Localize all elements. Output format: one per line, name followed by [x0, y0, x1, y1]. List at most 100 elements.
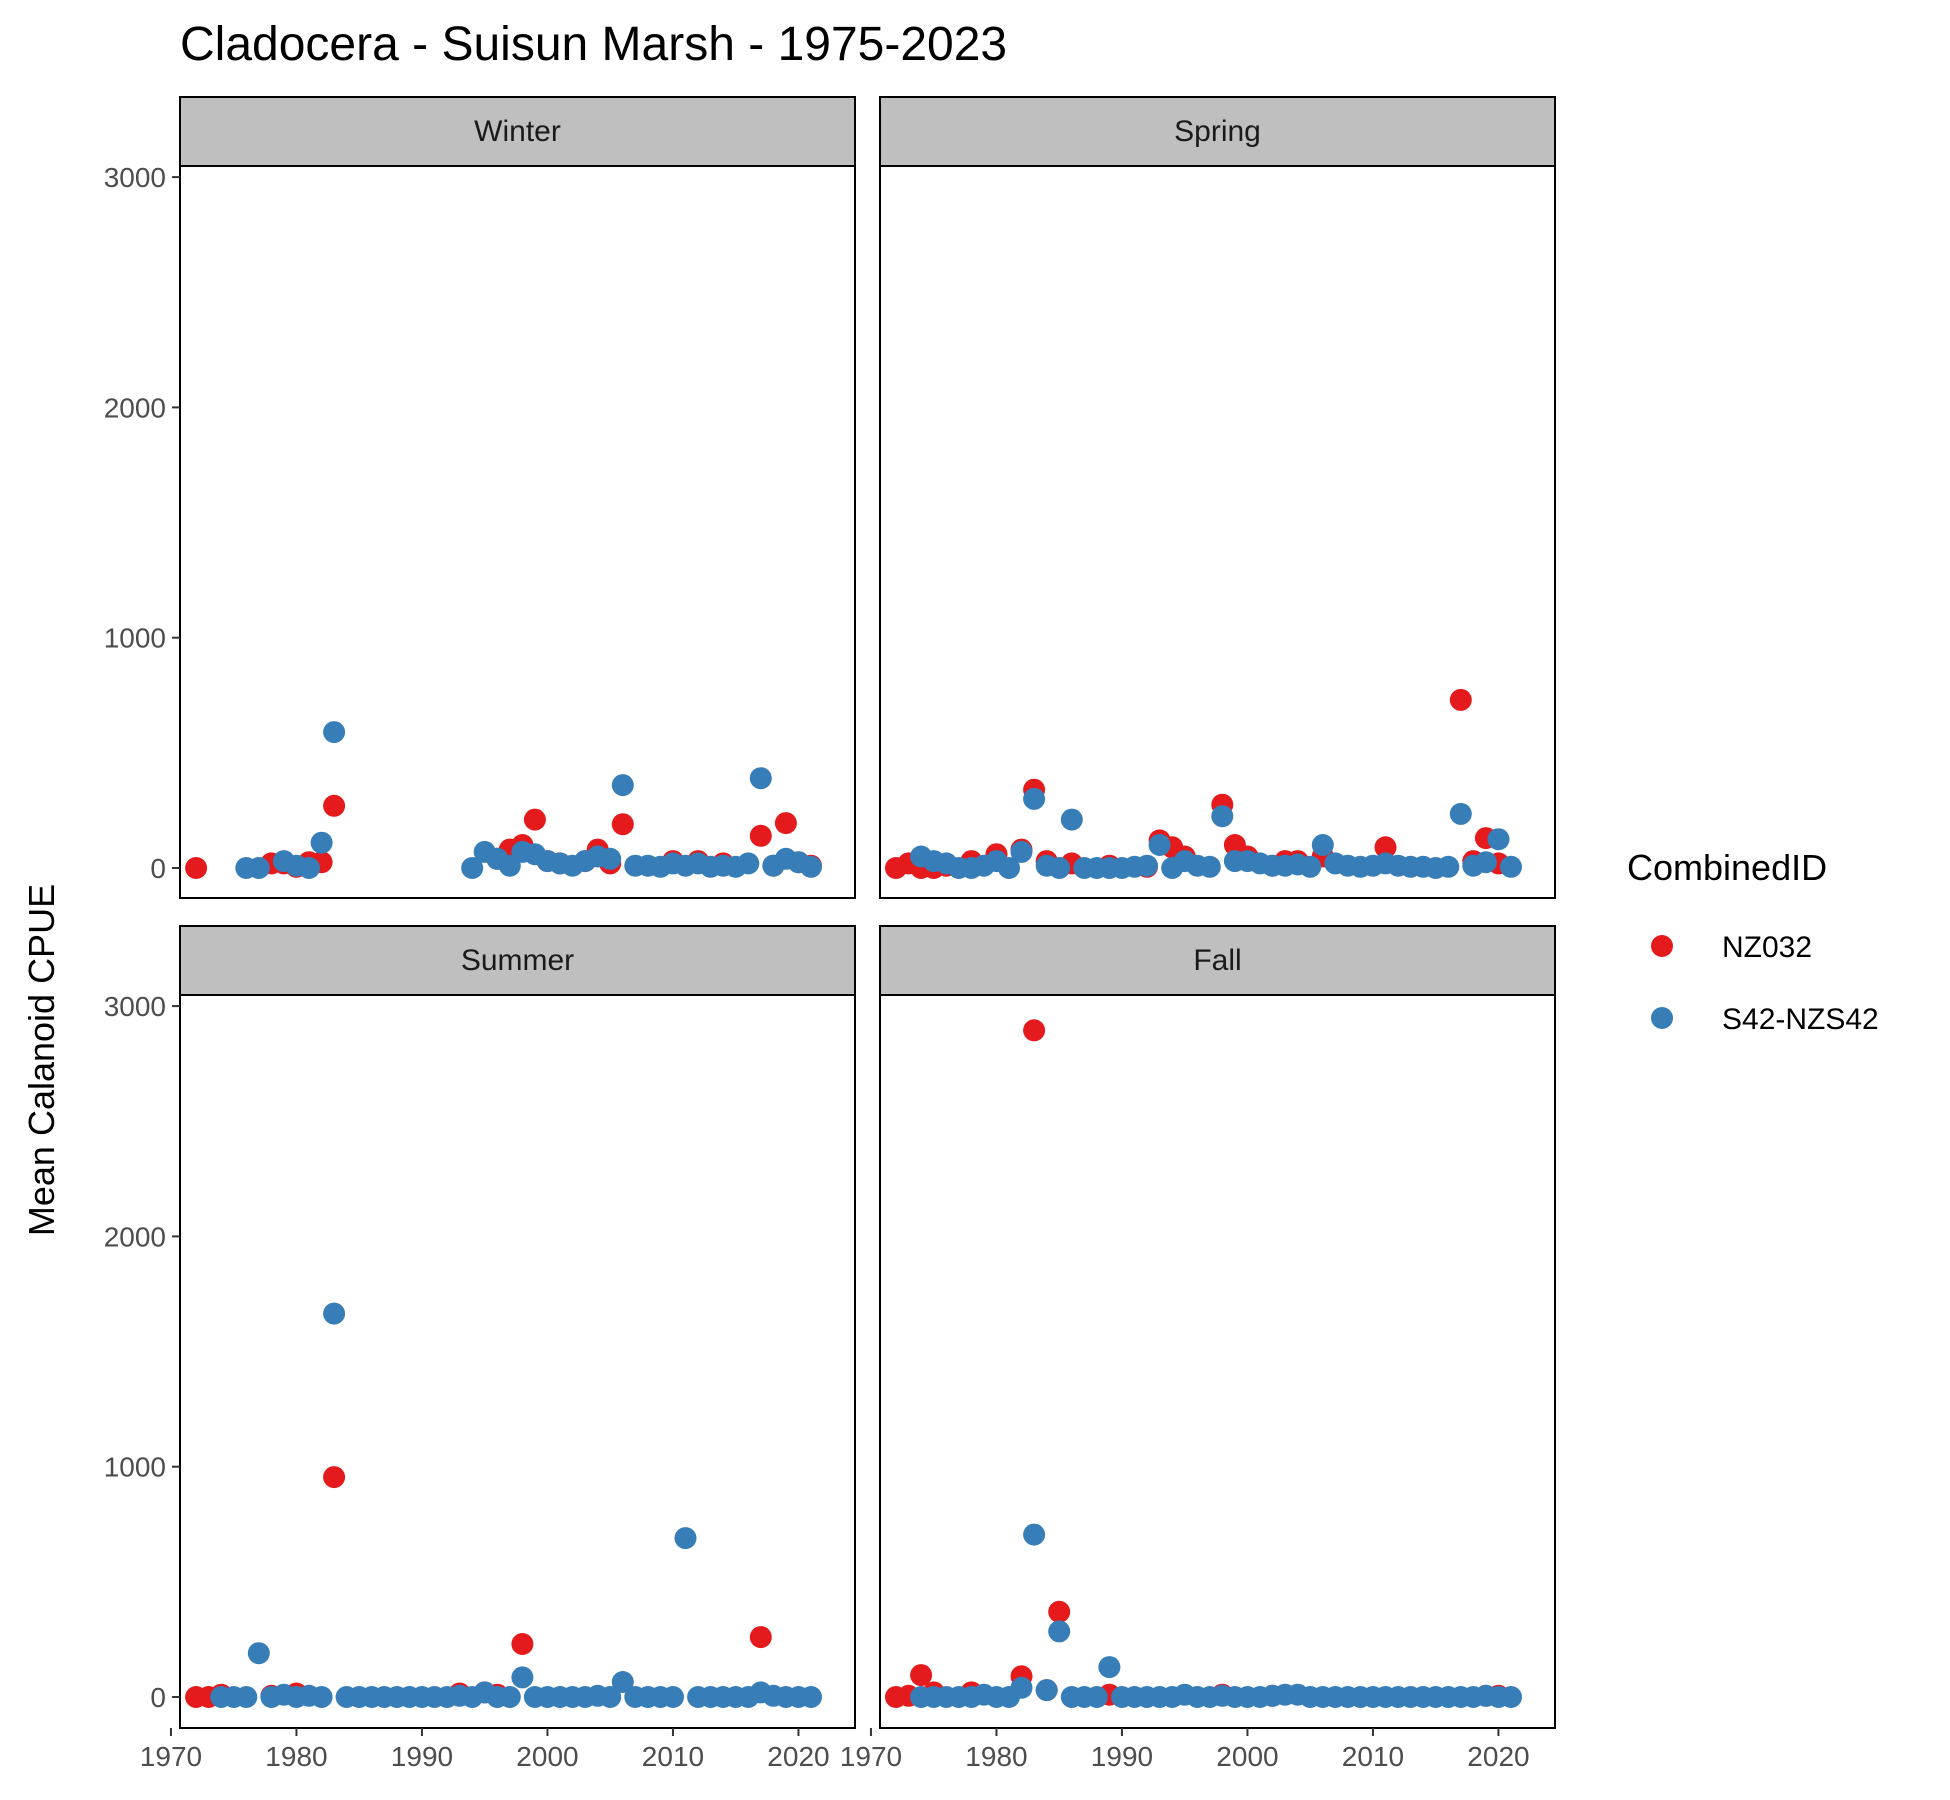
x-tick-label: 2010: [642, 1741, 704, 1772]
legend-entry-s42-nzs42: S42-NZS42: [1651, 1003, 1879, 1036]
point-s42-nzs42-spring-2005: [1299, 855, 1322, 878]
panel-border-spring: [879, 165, 1556, 899]
plot-area-summer: [180, 995, 855, 1728]
point-s42-nzs42-spring-1985: [1048, 857, 1071, 879]
facet-label-spring: Spring: [1174, 115, 1261, 148]
point-s42-nzs42-winter-2021: [800, 855, 822, 878]
point-s42-nzs42-fall-2021: [1500, 1686, 1522, 1708]
point-nz032-winter-1983: [323, 794, 346, 817]
points-fall: [885, 1019, 1522, 1708]
point-s42-nzs42-fall-1989: [1098, 1656, 1121, 1679]
point-s42-nzs42-winter-1982: [310, 831, 333, 854]
point-s42-nzs42-spring-2020: [1487, 828, 1510, 851]
points-spring: [885, 688, 1522, 879]
legend-title: CombinedID: [1627, 847, 1827, 888]
y-tick-label: 0: [150, 1682, 166, 1713]
point-nz032-winter-2017: [749, 824, 772, 847]
point-s42-nzs42-fall-1985: [1048, 1620, 1071, 1643]
facet-label-winter: Winter: [474, 115, 561, 148]
facet-strip-spring: [879, 96, 1556, 167]
point-s42-nzs42-summer-2006: [611, 1671, 634, 1693]
point-nz032-winter-2006: [611, 813, 634, 836]
point-s42-nzs42-spring-2006: [1311, 834, 1334, 856]
point-s42-nzs42-summer-2021: [800, 1686, 822, 1708]
facet-panel-fall: Fall 1970 1980 1990 2000 2010 2020: [840, 925, 1556, 1772]
plot-area-fall: [880, 995, 1555, 1728]
point-s42-nzs42-fall-1988: [1085, 1686, 1108, 1708]
point-nz032-summer-1998: [511, 1633, 534, 1655]
facet-strip-fall: [879, 925, 1556, 996]
point-nz032-spring-2011: [1374, 836, 1397, 859]
point-s42-nzs42-winter-2006: [611, 774, 634, 797]
legend-label-nz032: NZ032: [1722, 931, 1812, 964]
x-tick-label: 2020: [1467, 1741, 1529, 1772]
y-axis-label: Mean Calanoid CPUE: [21, 884, 62, 1236]
x-tick-label: 1980: [965, 1741, 1027, 1772]
x-tick-label: 2000: [516, 1741, 578, 1772]
facet-strip-winter: [179, 96, 856, 167]
point-nz032-winter-2019: [774, 812, 797, 835]
point-s42-nzs42-winter-2016: [737, 852, 760, 875]
point-s42-nzs42-spring-1993: [1148, 834, 1171, 856]
legend-swatch-s42-nzs42: [1651, 1007, 1673, 1029]
point-s42-nzs42-spring-1998: [1211, 805, 1234, 828]
point-s42-nzs42-spring-1983: [1023, 787, 1046, 810]
facet-panel-winter: Winter 0 1000 2000 3000: [104, 96, 856, 899]
panel-border-winter: [179, 165, 856, 899]
point-s42-nzs42-summer-1982: [310, 1686, 333, 1708]
facet-panels: Winter 0 1000 2000 3000 Spring Summer 0 1000 2000…: [104, 96, 1556, 1772]
facet-panel-spring: Spring: [879, 96, 1556, 899]
point-s42-nzs42-winter-1977: [247, 857, 270, 879]
point-nz032-fall-1983: [1023, 1019, 1046, 1042]
point-s42-nzs42-winter-1994: [461, 857, 484, 879]
legend-entries: NZ032 S42-NZS42: [1651, 931, 1879, 1036]
point-s42-nzs42-summer-2005: [599, 1686, 622, 1708]
point-nz032-fall-1974: [910, 1664, 933, 1687]
y-tick-label: 2000: [104, 392, 166, 423]
point-s42-nzs42-spring-1997: [1198, 855, 1221, 878]
point-nz032-winter-1999: [523, 808, 546, 831]
point-s42-nzs42-spring-2017: [1449, 802, 1472, 825]
point-nz032-summer-2017: [749, 1626, 772, 1649]
point-s42-nzs42-summer-1983: [323, 1302, 346, 1325]
point-s42-nzs42-winter-1981: [298, 857, 320, 879]
point-nz032-fall-1985: [1048, 1600, 1071, 1623]
points-winter: [185, 721, 822, 879]
facet-label-fall: Fall: [1193, 944, 1241, 977]
point-s42-nzs42-spring-2019: [1474, 851, 1497, 874]
panel-border-fall: [879, 994, 1556, 1729]
y-tick-label: 2000: [104, 1221, 166, 1252]
point-s42-nzs42-spring-1982: [1010, 840, 1033, 863]
point-s42-nzs42-spring-1981: [998, 857, 1020, 879]
y-tick-label: 1000: [104, 623, 166, 654]
point-s42-nzs42-spring-1992: [1136, 854, 1158, 877]
point-s42-nzs42-fall-1984: [1035, 1679, 1058, 1702]
y-tick-label: 3000: [104, 991, 166, 1022]
legend-swatch-nz032: [1651, 935, 1673, 957]
point-s42-nzs42-summer-1977: [247, 1642, 270, 1665]
x-tick-label: 1970: [840, 1741, 902, 1772]
x-tick-label: 1970: [140, 1741, 202, 1772]
points-summer: [185, 1302, 822, 1708]
x-tick-label: 1990: [391, 1741, 453, 1772]
x-tick-label: 2000: [1216, 1741, 1278, 1772]
point-s42-nzs42-winter-2005: [599, 847, 622, 870]
point-nz032-spring-2017: [1449, 688, 1472, 711]
point-s42-nzs42-summer-1998: [511, 1666, 534, 1689]
facet-label-summer: Summer: [461, 944, 574, 977]
chart-title: Cladocera - Suisun Marsh - 1975-2023: [180, 18, 1007, 71]
legend: CombinedID NZ032 S42-NZS42: [1627, 847, 1879, 1036]
point-s42-nzs42-spring-2016: [1437, 855, 1460, 878]
point-s42-nzs42-summer-2010: [662, 1686, 684, 1708]
x-tick-label: 2010: [1342, 1741, 1404, 1772]
point-nz032-summer-1983: [323, 1466, 346, 1489]
y-tick-label: 1000: [104, 1452, 166, 1483]
legend-entry-nz032: NZ032: [1651, 931, 1812, 964]
facet-strip-summer: [179, 925, 856, 996]
point-s42-nzs42-winter-1983: [323, 721, 346, 744]
plot-area-winter: [180, 166, 855, 898]
point-s42-nzs42-fall-1983: [1023, 1523, 1046, 1546]
point-s42-nzs42-winter-2017: [749, 767, 772, 790]
point-s42-nzs42-spring-2021: [1500, 855, 1522, 878]
